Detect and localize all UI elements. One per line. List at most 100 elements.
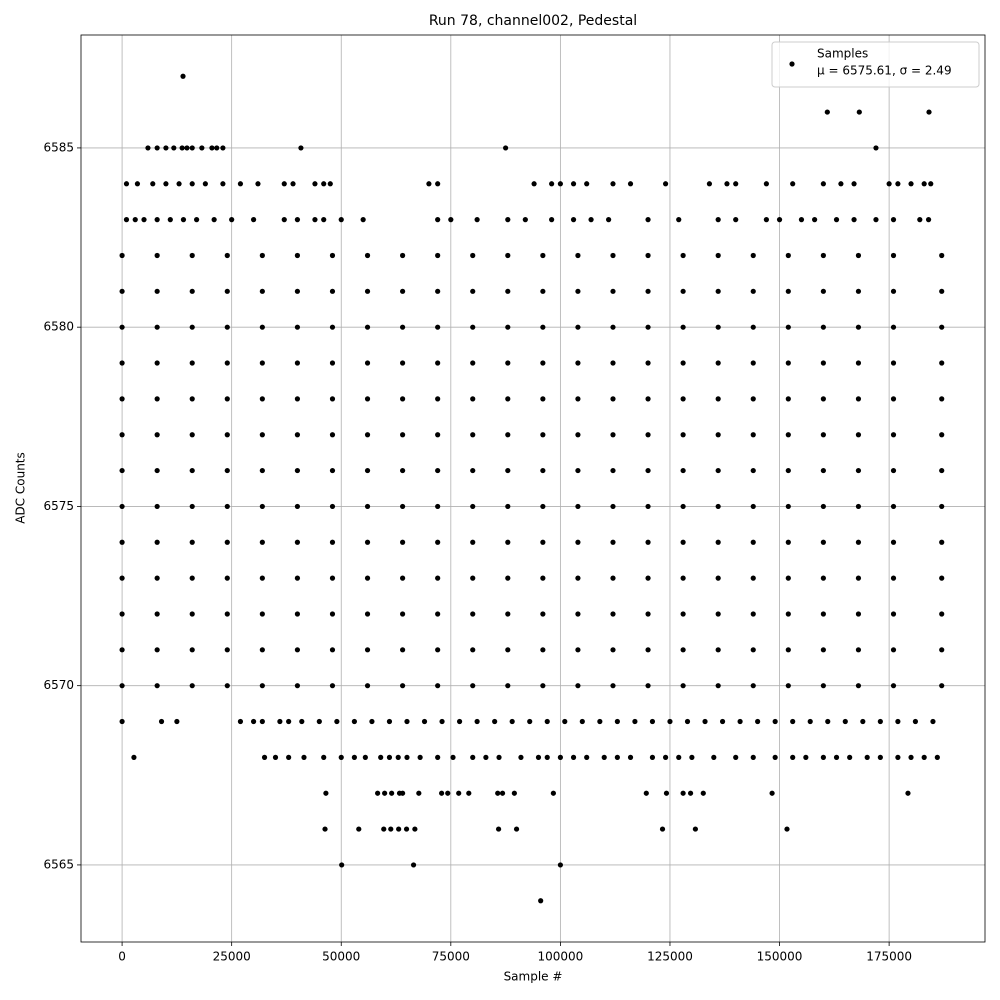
point — [294, 467, 301, 474]
point — [663, 790, 670, 796]
point — [435, 181, 441, 187]
point — [645, 539, 651, 545]
point — [855, 432, 862, 438]
point — [820, 288, 826, 294]
point — [645, 683, 651, 689]
point — [364, 252, 371, 259]
point — [286, 718, 292, 725]
point — [939, 396, 945, 402]
point — [400, 647, 406, 653]
point — [540, 467, 546, 474]
point — [456, 790, 462, 796]
point — [750, 432, 756, 438]
point — [174, 718, 180, 725]
point — [189, 252, 195, 259]
point — [470, 575, 476, 581]
point — [715, 611, 721, 617]
point — [575, 575, 581, 581]
x-axis-label: Sample # — [504, 970, 563, 984]
point — [417, 754, 423, 760]
point — [890, 467, 897, 474]
point — [575, 611, 581, 617]
point — [890, 432, 897, 438]
point — [570, 217, 577, 223]
point — [750, 396, 756, 402]
y-tick-label: 6585 — [43, 140, 74, 154]
point — [575, 396, 581, 402]
point — [220, 181, 226, 187]
point — [281, 217, 287, 223]
point — [154, 432, 160, 438]
point — [645, 467, 651, 474]
point — [715, 252, 721, 259]
point — [259, 432, 265, 438]
point — [645, 611, 651, 617]
point — [820, 181, 826, 187]
point — [381, 826, 387, 832]
point — [505, 360, 511, 366]
point — [645, 324, 651, 330]
point — [737, 718, 743, 725]
point — [334, 718, 340, 725]
point — [855, 252, 862, 259]
point — [281, 181, 287, 187]
point — [474, 718, 480, 725]
point — [400, 611, 406, 617]
point — [750, 647, 756, 653]
point — [154, 647, 160, 653]
point — [388, 826, 394, 832]
x-tick-label: 175000 — [866, 950, 912, 964]
point — [575, 252, 581, 259]
point — [470, 539, 476, 545]
point — [785, 467, 791, 474]
point — [119, 503, 125, 510]
point — [470, 396, 476, 402]
point — [557, 181, 563, 187]
point — [584, 754, 590, 760]
point — [299, 718, 305, 725]
point — [189, 611, 195, 617]
point — [895, 181, 901, 187]
point — [163, 181, 169, 187]
point — [540, 360, 546, 366]
point — [294, 396, 301, 402]
point — [154, 217, 160, 223]
point — [820, 503, 826, 510]
point — [645, 503, 651, 510]
point — [610, 252, 616, 259]
point — [689, 754, 695, 760]
point — [627, 181, 634, 187]
point — [435, 683, 441, 689]
point — [518, 754, 524, 760]
point — [540, 432, 546, 438]
point — [329, 360, 336, 366]
point — [790, 754, 796, 760]
point — [439, 718, 445, 725]
point — [400, 252, 406, 259]
point — [798, 217, 805, 223]
point — [755, 718, 761, 725]
point — [224, 324, 230, 330]
point — [369, 718, 375, 725]
point — [329, 503, 336, 510]
point — [364, 683, 371, 689]
point — [259, 683, 265, 689]
point — [890, 683, 897, 689]
point — [505, 252, 511, 259]
point — [785, 252, 791, 259]
point — [785, 396, 791, 402]
y-tick-label: 6565 — [43, 857, 74, 871]
point — [610, 181, 616, 187]
point — [750, 324, 756, 330]
point — [540, 288, 546, 294]
point — [224, 360, 230, 366]
point — [189, 539, 195, 545]
point — [939, 611, 945, 617]
point — [750, 575, 756, 581]
point — [610, 647, 616, 653]
point — [327, 181, 333, 187]
point — [750, 539, 756, 545]
point — [505, 539, 511, 545]
